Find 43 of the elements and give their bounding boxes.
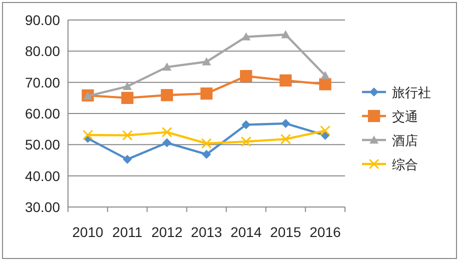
y-tick-label: 30.00 [24,199,60,215]
x-tick-label: 2015 [270,224,302,240]
x-tick-label: 2010 [72,224,104,240]
point [162,62,172,71]
point [280,74,292,87]
y-tick-label: 40.00 [24,168,60,184]
point [319,78,332,90]
point [240,136,252,147]
point [242,120,251,130]
y-tick-label: 80.00 [24,43,60,60]
x-tick-label: 2014 [230,224,262,240]
point [320,125,330,136]
y-tick-label: 90.00 [24,12,60,28]
legend-label: 综合 [392,157,418,172]
x-tick-label: 2013 [190,224,222,240]
point [122,130,133,141]
point [122,154,132,164]
point [202,57,211,66]
point [162,138,172,148]
y-tick-label: 60.00 [24,106,60,122]
point [281,30,290,38]
legend-label: 交通 [392,109,418,124]
point [202,150,211,159]
x-tick-label: 2011 [112,224,143,240]
point [200,87,213,100]
legend-label: 酒店 [392,133,418,148]
legend-label: 旅行社 [392,85,431,100]
point [162,126,172,138]
point [122,82,132,90]
point [82,130,94,140]
x-tick-label: 2012 [151,224,183,240]
point [240,70,252,82]
point [160,89,174,102]
point [242,32,251,40]
point [121,92,134,104]
point [201,138,212,149]
point [83,92,92,100]
y-tick-label: 70.00 [24,74,60,90]
y-tick-label: 50.00 [24,136,60,153]
x-tick-label: 2016 [310,224,341,240]
point [281,118,290,128]
point [280,134,291,144]
point [320,70,330,80]
